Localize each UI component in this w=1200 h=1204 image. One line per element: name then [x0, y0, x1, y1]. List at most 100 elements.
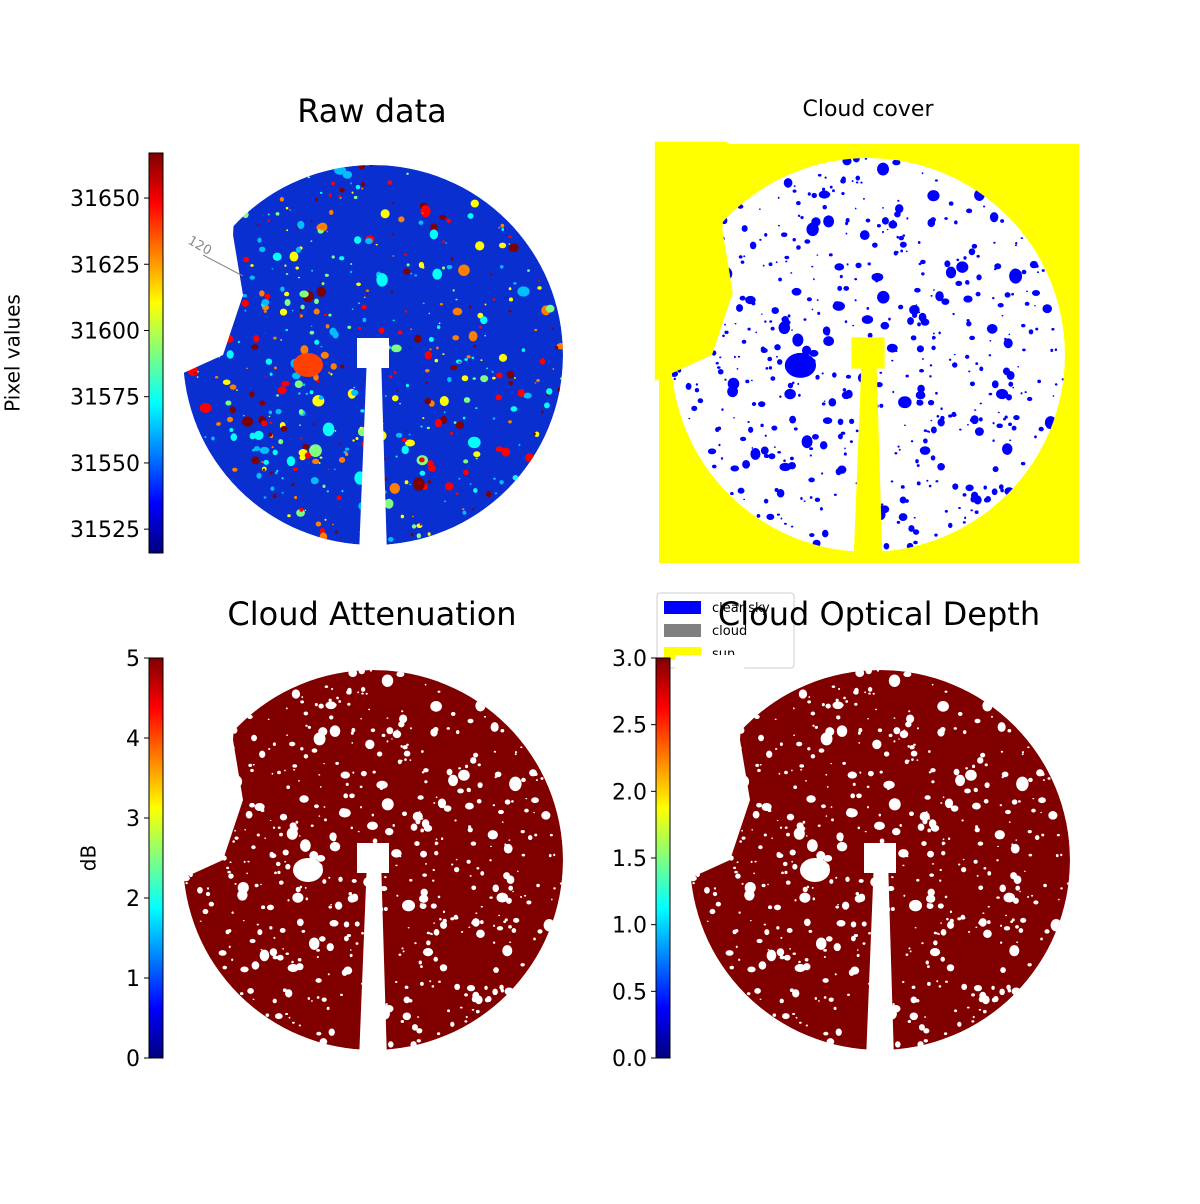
blob: [272, 998, 277, 1004]
blob: [246, 367, 248, 370]
blob: [375, 243, 378, 246]
blob: [445, 242, 448, 244]
blob: [310, 240, 313, 243]
blob: [397, 759, 402, 765]
blob: [857, 826, 860, 830]
blob: [396, 894, 399, 897]
blob: [794, 964, 806, 973]
blob: [230, 433, 238, 442]
blob: [945, 980, 948, 983]
blob: [428, 312, 431, 315]
blob: [525, 797, 528, 800]
blob: [287, 514, 291, 518]
blob: [762, 264, 765, 267]
blob: [1024, 391, 1027, 394]
blob: [494, 492, 498, 495]
blob: [768, 262, 773, 267]
blob: [807, 839, 818, 852]
blob: [883, 542, 890, 550]
blob: [310, 1000, 313, 1002]
blob: [351, 727, 356, 733]
blob: [822, 417, 833, 424]
blob: [879, 371, 883, 374]
blob: [280, 286, 285, 292]
blob: [399, 714, 408, 724]
blob: [931, 345, 936, 351]
blob: [952, 483, 959, 490]
blob: [758, 401, 766, 408]
blob: [242, 919, 245, 922]
blob: [792, 237, 796, 242]
blob: [265, 1013, 270, 1017]
blob: [935, 291, 944, 302]
blob: [992, 466, 999, 473]
blob: [409, 878, 413, 882]
blob: [839, 274, 843, 279]
blob: [401, 437, 407, 443]
blob: [707, 448, 717, 455]
blob: [746, 992, 751, 996]
blob: [776, 820, 779, 822]
blob: [836, 841, 848, 852]
blob: [840, 431, 846, 435]
blob: [512, 890, 514, 893]
blob: [534, 833, 538, 837]
blob: [457, 788, 464, 794]
blob: [787, 314, 791, 318]
blob: [359, 785, 363, 789]
blob: [739, 840, 742, 843]
blob: [363, 296, 366, 298]
blob: [309, 330, 315, 335]
blob: [1034, 835, 1040, 841]
blob: [826, 786, 829, 788]
blob: [944, 217, 948, 220]
blob: [420, 981, 424, 986]
blob: [1005, 914, 1008, 917]
blob: [351, 879, 357, 883]
blob: [878, 813, 882, 817]
blob: [750, 447, 761, 460]
blob: [527, 269, 530, 272]
blob: [867, 770, 874, 777]
blob: [947, 921, 955, 929]
blob: [963, 256, 967, 260]
blob: [421, 771, 425, 774]
blob: [415, 819, 421, 825]
blob: [978, 1008, 982, 1011]
blob: [965, 280, 970, 285]
blob: [416, 533, 421, 539]
blob: [324, 518, 327, 521]
blob: [473, 752, 479, 758]
blob: [253, 335, 260, 343]
blob: [462, 416, 466, 420]
blob: [298, 835, 301, 837]
blob: [914, 287, 921, 293]
blob: [996, 859, 999, 862]
blob: [919, 811, 930, 822]
blob: [356, 282, 361, 287]
blob: [1002, 443, 1013, 455]
blob: [754, 860, 757, 863]
blob: [724, 378, 727, 381]
blob: [783, 459, 786, 463]
colorbar-tick-label: 31600: [70, 319, 140, 344]
blob: [926, 903, 934, 909]
blob: [315, 521, 322, 527]
blob: [819, 441, 828, 450]
blob: [996, 423, 1003, 429]
blob: [276, 394, 280, 397]
blob: [780, 232, 788, 238]
blob: [391, 202, 395, 205]
blob: [496, 892, 509, 903]
blob: [798, 689, 808, 699]
blob: [733, 417, 735, 419]
blob: [421, 819, 430, 828]
blob: [916, 399, 924, 406]
blob: [277, 386, 287, 395]
blob: [300, 437, 303, 440]
blob: [264, 332, 266, 334]
blob: [307, 176, 311, 179]
blob: [733, 355, 736, 359]
blob: [986, 323, 998, 334]
blob: [923, 1016, 927, 1018]
